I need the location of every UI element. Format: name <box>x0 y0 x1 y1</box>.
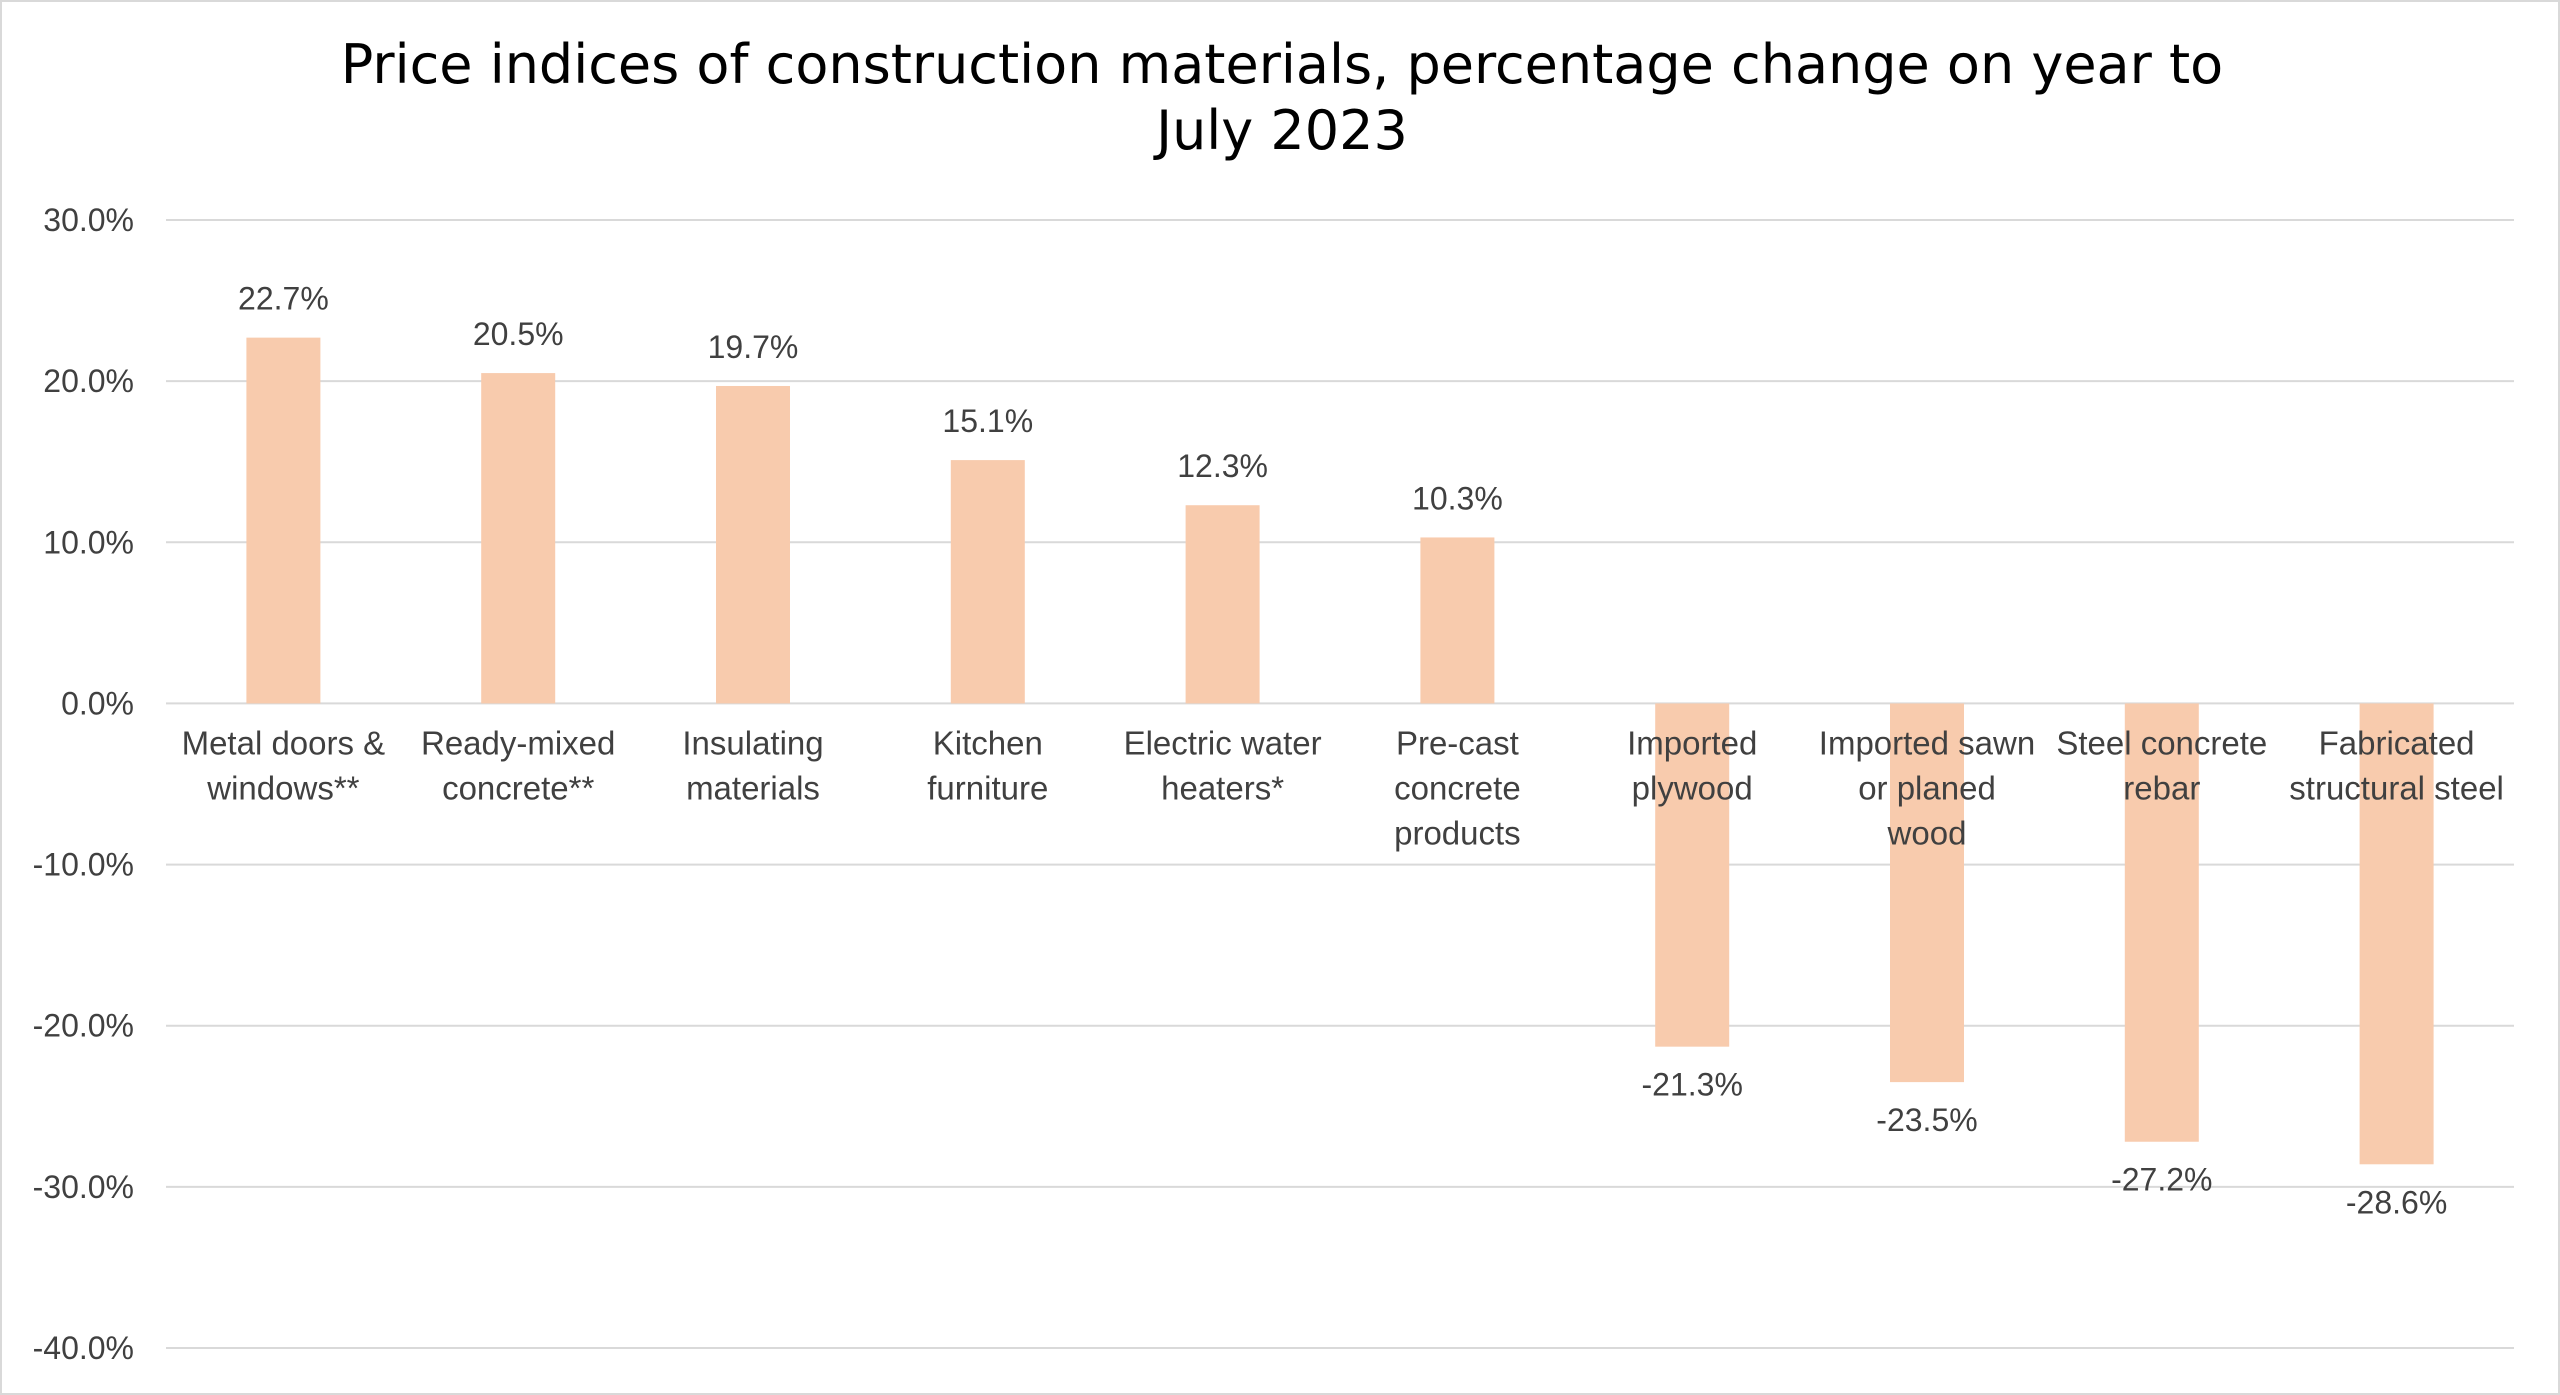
bar <box>246 337 321 704</box>
bar <box>950 460 1025 704</box>
data-label: -21.3% <box>1642 1067 1743 1103</box>
bar <box>1185 505 1260 704</box>
y-tick-label: -20.0% <box>33 1008 134 1044</box>
category-label-line: heaters* <box>1161 769 1284 806</box>
category-label-line: or planed <box>1858 769 1996 806</box>
category-label-line: Fabricated <box>2319 724 2475 761</box>
data-label: 12.3% <box>1177 448 1268 484</box>
y-tick-label: 10.0% <box>43 524 134 560</box>
gridlines <box>166 219 2514 1349</box>
category-label: Imported plywood <box>1627 724 1757 806</box>
category-label: Fabricated structural steel <box>2289 724 2504 806</box>
bar <box>716 385 790 704</box>
bar <box>2359 703 2434 1165</box>
data-label: 15.1% <box>942 403 1033 439</box>
category-label-line: furniture <box>927 769 1048 806</box>
bar <box>2124 703 2199 1142</box>
category-labels: Metal doors & windows** Ready-mixed concret… <box>182 724 2504 851</box>
category-label: Pre-cast concrete products <box>1394 724 1521 851</box>
category-label-line: Imported sawn <box>1819 724 2035 761</box>
category-label: Imported sawn or planed wood <box>1819 724 2035 851</box>
data-label: -27.2% <box>2111 1162 2212 1198</box>
data-label: 10.3% <box>1412 480 1503 516</box>
category-label-line: Pre-cast <box>1396 724 1519 761</box>
y-tick-label: -40.0% <box>33 1330 134 1366</box>
category-label-line: Imported <box>1627 724 1757 761</box>
category-label-line: Insulating <box>682 724 823 761</box>
data-label: 19.7% <box>708 329 799 365</box>
category-label: Kitchen furniture <box>927 724 1048 806</box>
data-label: -28.6% <box>2346 1184 2447 1220</box>
y-tick-label: 0.0% <box>61 685 134 721</box>
category-label-line: plywood <box>1632 769 1753 806</box>
category-label: Ready-mixed concrete** <box>421 724 615 806</box>
category-label-line: Kitchen <box>933 724 1043 761</box>
bars <box>246 337 2434 1165</box>
bar <box>1890 703 1964 1083</box>
category-label: Insulating materials <box>682 724 823 806</box>
category-label-line: Metal doors & <box>182 724 386 761</box>
category-label-line: concrete <box>1394 769 1521 806</box>
category-label-line: wood <box>1887 814 1967 851</box>
bar <box>481 373 556 704</box>
category-label-line: rebar <box>2123 769 2200 806</box>
y-tick-label: -30.0% <box>33 1169 134 1205</box>
bar <box>1420 537 1495 704</box>
y-tick-label: -10.0% <box>33 847 134 883</box>
category-label-line: products <box>1394 814 1521 851</box>
category-label: Steel concrete rebar <box>2056 724 2267 806</box>
category-label-line: materials <box>686 769 820 806</box>
y-tick-label: 30.0% <box>43 202 134 238</box>
y-tick-label: 20.0% <box>43 363 134 399</box>
category-label: Electric water heaters* <box>1124 724 1322 806</box>
data-label: -23.5% <box>1876 1102 1977 1138</box>
category-label-line: structural steel <box>2289 769 2504 806</box>
category-label-line: Electric water <box>1124 724 1322 761</box>
category-label-line: concrete** <box>442 769 594 806</box>
data-label: 22.7% <box>238 281 329 317</box>
category-label-line: Ready-mixed <box>421 724 615 761</box>
category-label-line: windows** <box>206 769 359 806</box>
category-label-line: Steel concrete <box>2056 724 2267 761</box>
chart-title: Price indices of construction materials,… <box>340 33 2224 162</box>
data-labels: 22.7% 20.5% 19.7% 15.1% 12.3% 10.3% -21.3% -23.… <box>238 281 2447 1221</box>
category-label: Metal doors & windows** <box>182 724 386 806</box>
bar <box>1655 703 1730 1047</box>
data-label: 20.5% <box>473 316 564 352</box>
y-axis-ticks: 30.0% 20.0% 10.0% 0.0% -10.0% -20.0% -30.0% -40… <box>33 202 134 1366</box>
